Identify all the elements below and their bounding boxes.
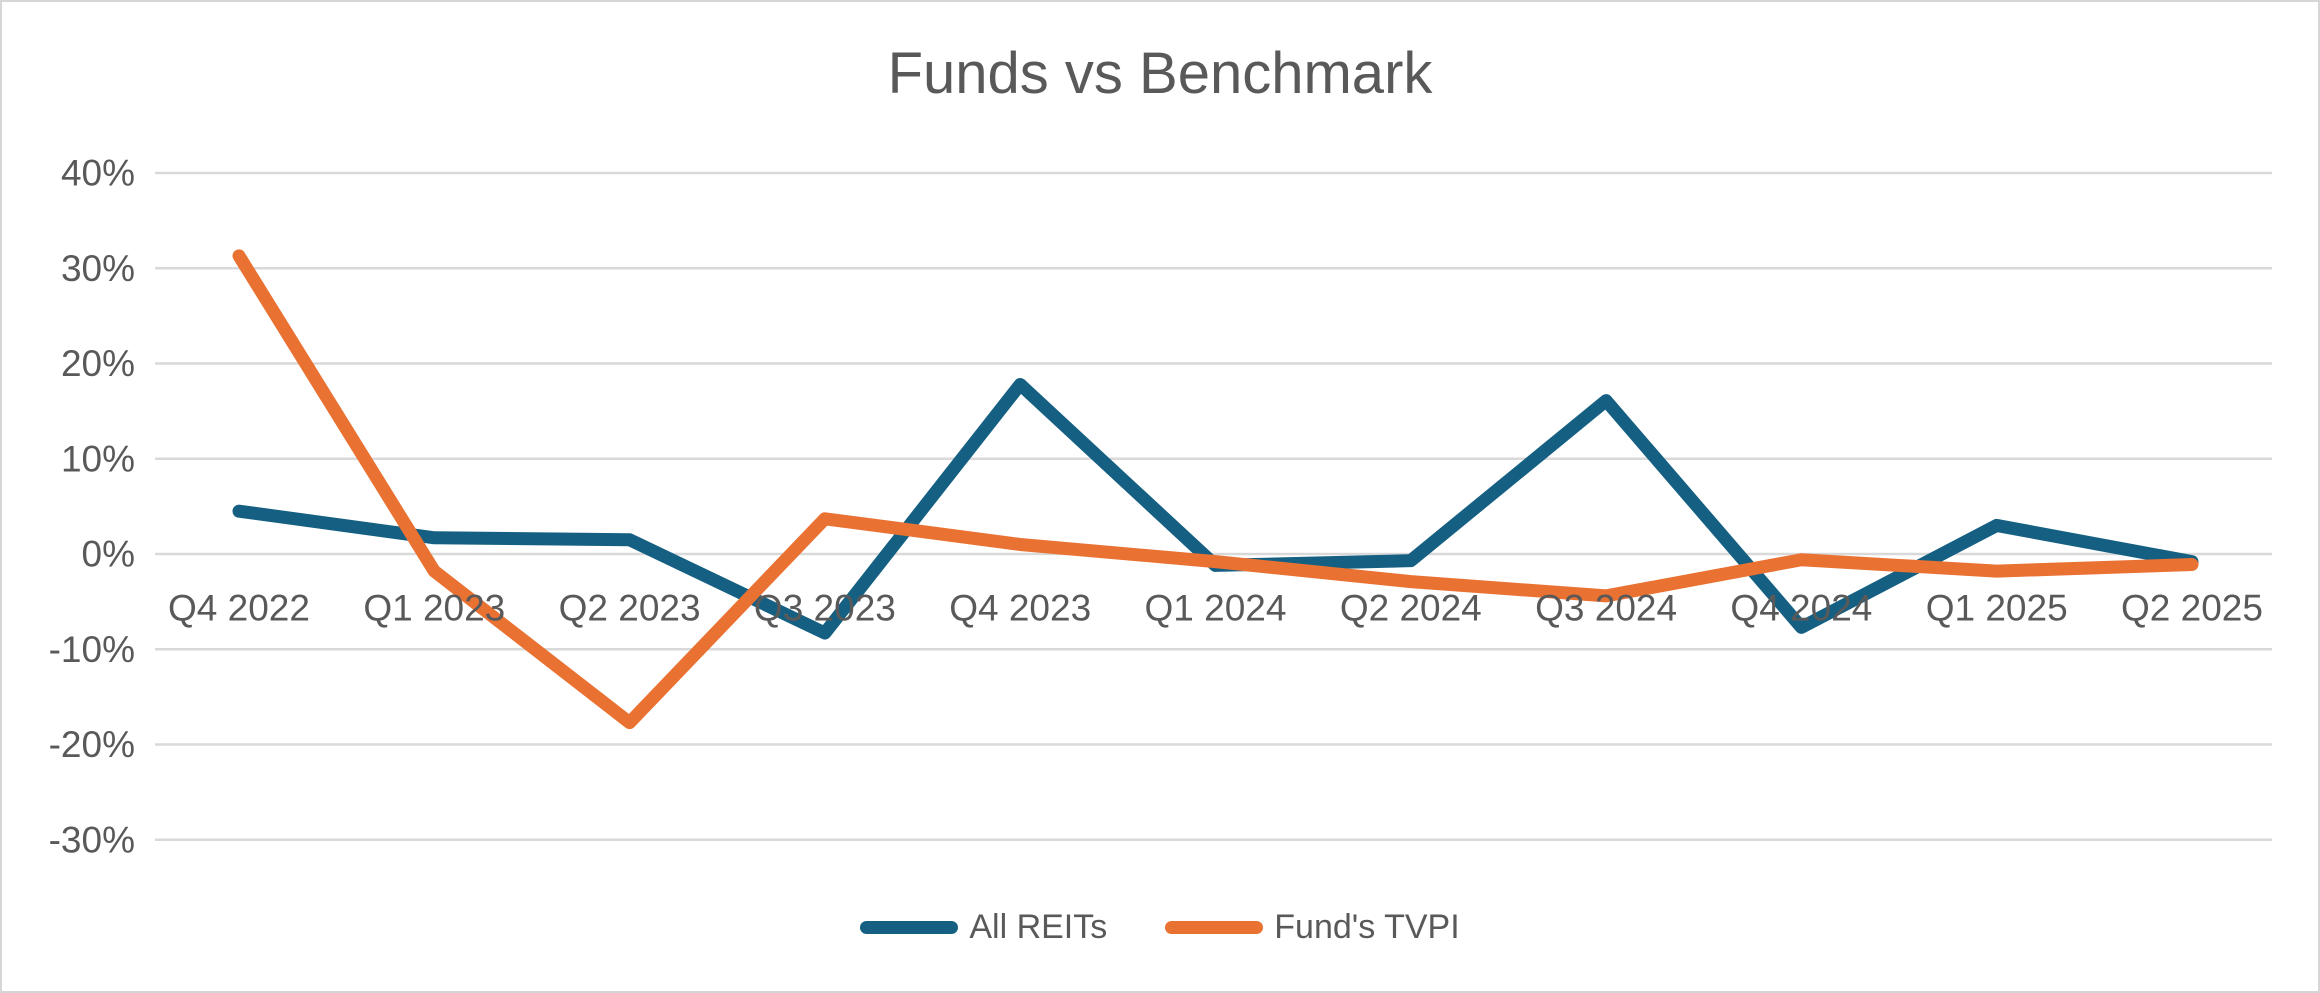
series-line-fund-s-tvpi bbox=[232, 249, 2199, 730]
x-axis-tick-label: Q3 2023 bbox=[754, 588, 896, 629]
legend-swatch-fund-s-tvpi bbox=[1165, 920, 1264, 934]
y-axis-tick-label: 0% bbox=[82, 534, 135, 575]
y-axis-tick-label: 20% bbox=[61, 343, 135, 384]
x-axis-tick-label: Q2 2025 bbox=[2121, 588, 2263, 629]
chart-title: Funds vs Benchmark bbox=[887, 41, 1433, 106]
x-axis-tick-label: Q4 2024 bbox=[1730, 588, 1872, 629]
y-axis-tick-label: 10% bbox=[61, 438, 135, 479]
x-axis-tick-label: Q1 2024 bbox=[1145, 588, 1287, 629]
legend-label-all-reits: All REITs bbox=[969, 907, 1108, 946]
legend-label-fund-s-tvpi: Fund's TVPI bbox=[1274, 907, 1460, 946]
y-axis-tick-label: 40% bbox=[61, 153, 135, 194]
chart-legend: All REITs Fund's TVPI bbox=[2, 900, 2318, 954]
x-axis-tick-label: Q4 2023 bbox=[949, 588, 1091, 629]
legend-swatch-all-reits bbox=[860, 920, 959, 934]
y-axis-tick-label: -10% bbox=[49, 629, 135, 670]
x-axis-tick-label: Q4 2022 bbox=[168, 588, 310, 629]
x-axis-tick-label: Q1 2023 bbox=[363, 588, 505, 629]
legend-item-fund-s-tvpi: Fund's TVPI bbox=[1165, 907, 1460, 947]
x-axis-tick-label: Q2 2023 bbox=[559, 588, 701, 629]
y-axis-tick-label: -30% bbox=[49, 819, 135, 860]
y-axis-tick-label: 30% bbox=[61, 248, 135, 289]
x-axis-tick-label: Q1 2025 bbox=[1926, 588, 2068, 629]
legend-item-all-reits: All REITs bbox=[860, 908, 1107, 947]
x-axis-tick-label: Q3 2024 bbox=[1535, 588, 1677, 629]
x-axis-tick-label: Q2 2024 bbox=[1340, 588, 1482, 629]
y-axis-tick-label: -20% bbox=[49, 724, 135, 765]
